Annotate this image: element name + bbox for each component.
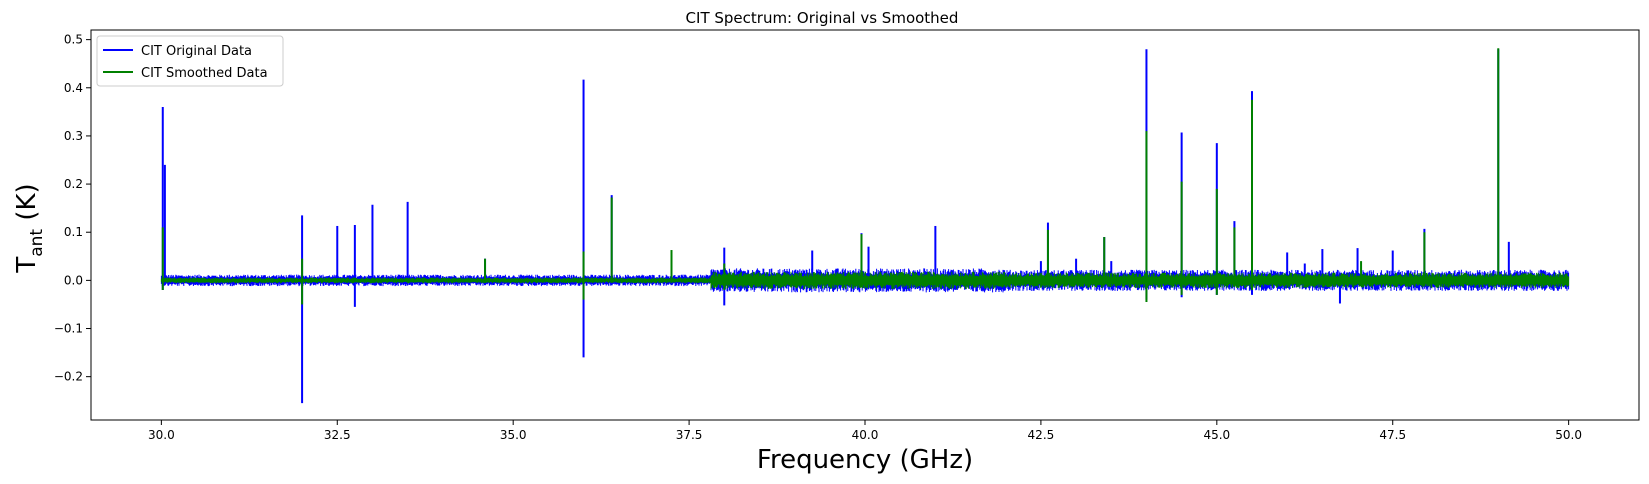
x-tick-label: 37.5 [676,428,703,442]
x-tick-label: 40.0 [852,428,879,442]
y-tick-label: −0.1 [54,322,83,336]
x-tick-label: 30.0 [148,428,175,442]
series-smoothed [160,48,1570,305]
x-tick-label: 50.0 [1555,428,1582,442]
y-tick-label: 0.2 [64,177,83,191]
legend-label-original: CIT Original Data [141,44,252,59]
x-tick-label: 42.5 [1028,428,1055,442]
legend-label-smoothed: CIT Smoothed Data [141,66,268,81]
y-axis-label-sub: ant [27,229,47,257]
y-axis-label-suffix: (K) [12,183,42,229]
legend: CIT Original Data CIT Smoothed Data [96,35,284,87]
y-tick-label: 0.1 [64,225,83,239]
x-tick-label: 47.5 [1379,428,1406,442]
y-tick-label: −0.2 [54,370,83,384]
y-axis-ticks: −0.2 −0.1 0.0 0.1 0.2 0.3 0.4 0.5 [54,33,91,384]
x-axis-ticks: 30.0 32.5 35.0 37.5 40.0 42.5 45.0 47.5 50.0 [148,420,1582,442]
x-tick-label: 45.0 [1203,428,1230,442]
chart-title: CIT Spectrum: Original vs Smoothed [686,9,959,27]
y-axis-label: Tant (K) [12,183,47,273]
noise-band [160,271,1570,289]
y-tick-label: 0.4 [64,81,83,95]
y-tick-label: 0.0 [64,273,83,287]
x-axis-label: Frequency (GHz) [757,445,973,475]
x-tick-label: 35.0 [500,428,527,442]
y-tick-label: 0.5 [64,33,83,47]
x-tick-label: 32.5 [324,428,351,442]
y-axis-label-main: T [12,257,42,274]
y-tick-label: 0.3 [64,129,83,143]
legend-box [96,35,284,87]
series-layer [160,48,1570,404]
